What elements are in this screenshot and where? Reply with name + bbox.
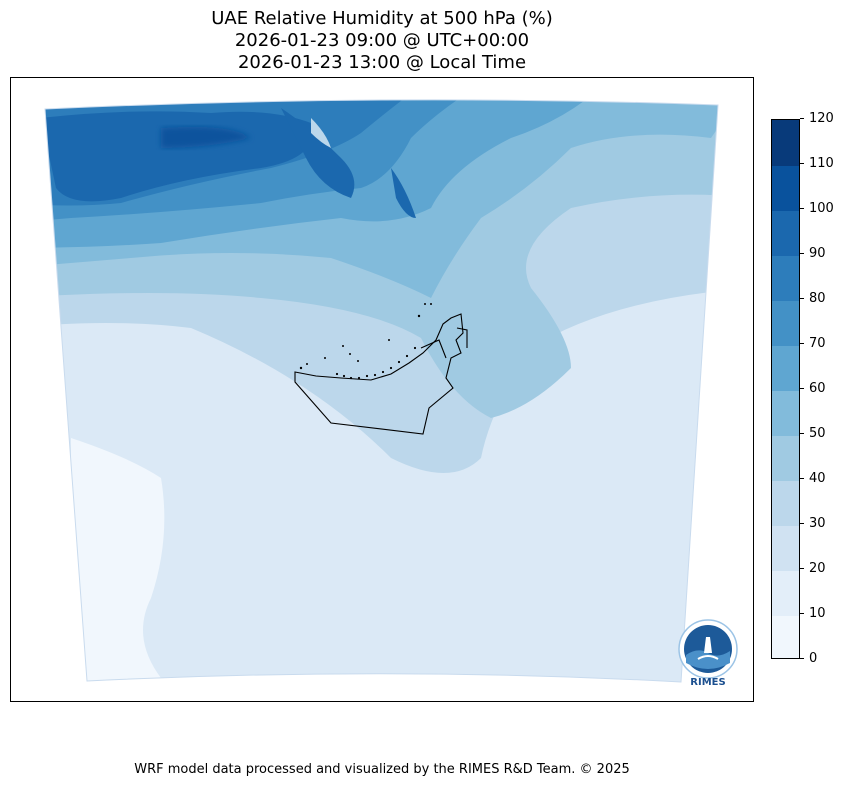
tick-mark	[800, 208, 804, 209]
tick-mark	[800, 118, 804, 119]
colorbar-tick: 70	[800, 337, 844, 351]
tick-mark	[800, 163, 804, 164]
tick-mark	[800, 568, 804, 569]
chart-title: UAE Relative Humidity at 500 hPa (%) 202…	[10, 8, 754, 74]
colorbar-band	[772, 390, 799, 436]
tick-mark	[800, 343, 804, 344]
colorbar-band	[772, 525, 799, 571]
tick-label: 100	[809, 201, 834, 216]
tick-label: 50	[809, 426, 826, 441]
humidity-contours	[45, 99, 718, 683]
colorbar-tick: 80	[800, 292, 844, 306]
tick-label: 110	[809, 156, 834, 171]
tick-label: 40	[809, 471, 826, 486]
colorbar-band	[772, 615, 799, 658]
footer-credit: WRF model data processed and visualized …	[134, 762, 630, 777]
rimes-logo: RIMES	[676, 619, 740, 689]
map-panel	[10, 77, 754, 702]
colorbar-band	[772, 120, 799, 166]
colorbar-tick: 60	[800, 382, 844, 396]
tick-label: 0	[809, 651, 818, 666]
tick-mark	[800, 253, 804, 254]
tick-label: 10	[809, 606, 826, 621]
rimes-logo-label: RIMES	[690, 677, 726, 688]
humidity-map	[44, 99, 719, 683]
colorbar-band	[772, 345, 799, 391]
tick-label: 70	[809, 336, 826, 351]
colorbar-ticks: 0 10 20 30 40 50 60 70 80 90 100 110 120	[800, 112, 844, 666]
colorbar-tick: 20	[800, 562, 844, 576]
colorbar-tick: 110	[800, 157, 844, 171]
colorbar-tick: 0	[800, 652, 844, 666]
tick-mark	[800, 478, 804, 479]
colorbar-tick: 10	[800, 607, 844, 621]
tick-mark	[800, 298, 804, 299]
tick-label: 60	[809, 381, 826, 396]
tick-label: 80	[809, 291, 826, 306]
colorbar-tick: 120	[800, 112, 844, 126]
tick-mark	[800, 523, 804, 524]
colorbar-tick: 40	[800, 472, 844, 486]
colorbar-band	[772, 570, 799, 616]
tick-mark	[800, 613, 804, 614]
colorbar	[771, 119, 800, 659]
colorbar-tick: 50	[800, 427, 844, 441]
title-line-2: 2026-01-23 09:00 @ UTC+00:00	[234, 30, 530, 51]
colorbar-tick: 100	[800, 202, 844, 216]
colorbar-band	[772, 165, 799, 211]
colorbar-band	[772, 255, 799, 301]
colorbar-band	[772, 300, 799, 346]
title-line-3: 2026-01-23 13:00 @ Local Time	[237, 52, 527, 73]
tick-label: 120	[809, 111, 834, 126]
colorbar-band	[772, 435, 799, 481]
colorbar-band	[772, 210, 799, 256]
tick-mark	[800, 388, 804, 389]
colorbar-tick: 30	[800, 517, 844, 531]
colorbar-tick: 90	[800, 247, 844, 261]
uae-border	[294, 313, 468, 435]
colorbar-band	[772, 480, 799, 526]
tick-mark	[800, 658, 804, 659]
tick-label: 20	[809, 561, 826, 576]
tick-label: 90	[809, 246, 826, 261]
uae-islands	[299, 303, 432, 380]
rimes-logo-icon	[678, 619, 738, 679]
domain-edge	[44, 99, 719, 683]
tick-mark	[800, 433, 804, 434]
tick-label: 30	[809, 516, 826, 531]
title-line-1: UAE Relative Humidity at 500 hPa (%)	[211, 8, 553, 29]
